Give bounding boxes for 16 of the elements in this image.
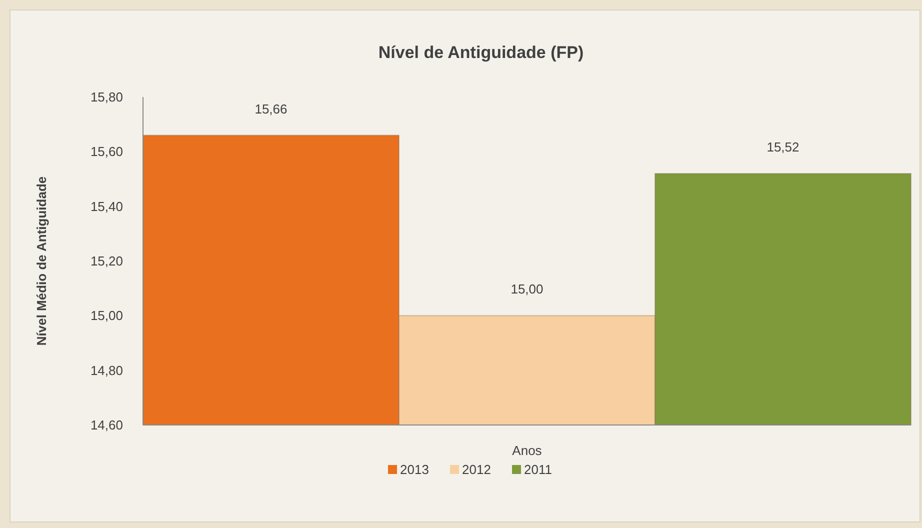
y-tick-label: 15,00 [90, 308, 123, 324]
legend-label: 2012 [462, 462, 491, 477]
y-tick-label: 14,80 [90, 362, 123, 378]
data-label: 15,00 [510, 282, 544, 297]
legend-label: 2011 [524, 462, 552, 477]
legend-label: 2013 [400, 462, 429, 477]
y-tick-label: 14,60 [90, 418, 123, 433]
chart-title: Nível de Antiguidade (FP) [378, 43, 584, 62]
y-tick-label: 15,40 [90, 198, 123, 214]
y-tick-label: 15,20 [90, 254, 123, 269]
y-tick-label: 15,60 [90, 144, 123, 160]
data-label: 15,52 [766, 140, 800, 155]
data-label: 15,66 [254, 101, 288, 116]
y-axis-title: Nível Médio de Antiguidade [34, 176, 49, 346]
y-tick-label: 15,80 [90, 90, 123, 105]
x-axis-title: Anos [512, 443, 542, 458]
